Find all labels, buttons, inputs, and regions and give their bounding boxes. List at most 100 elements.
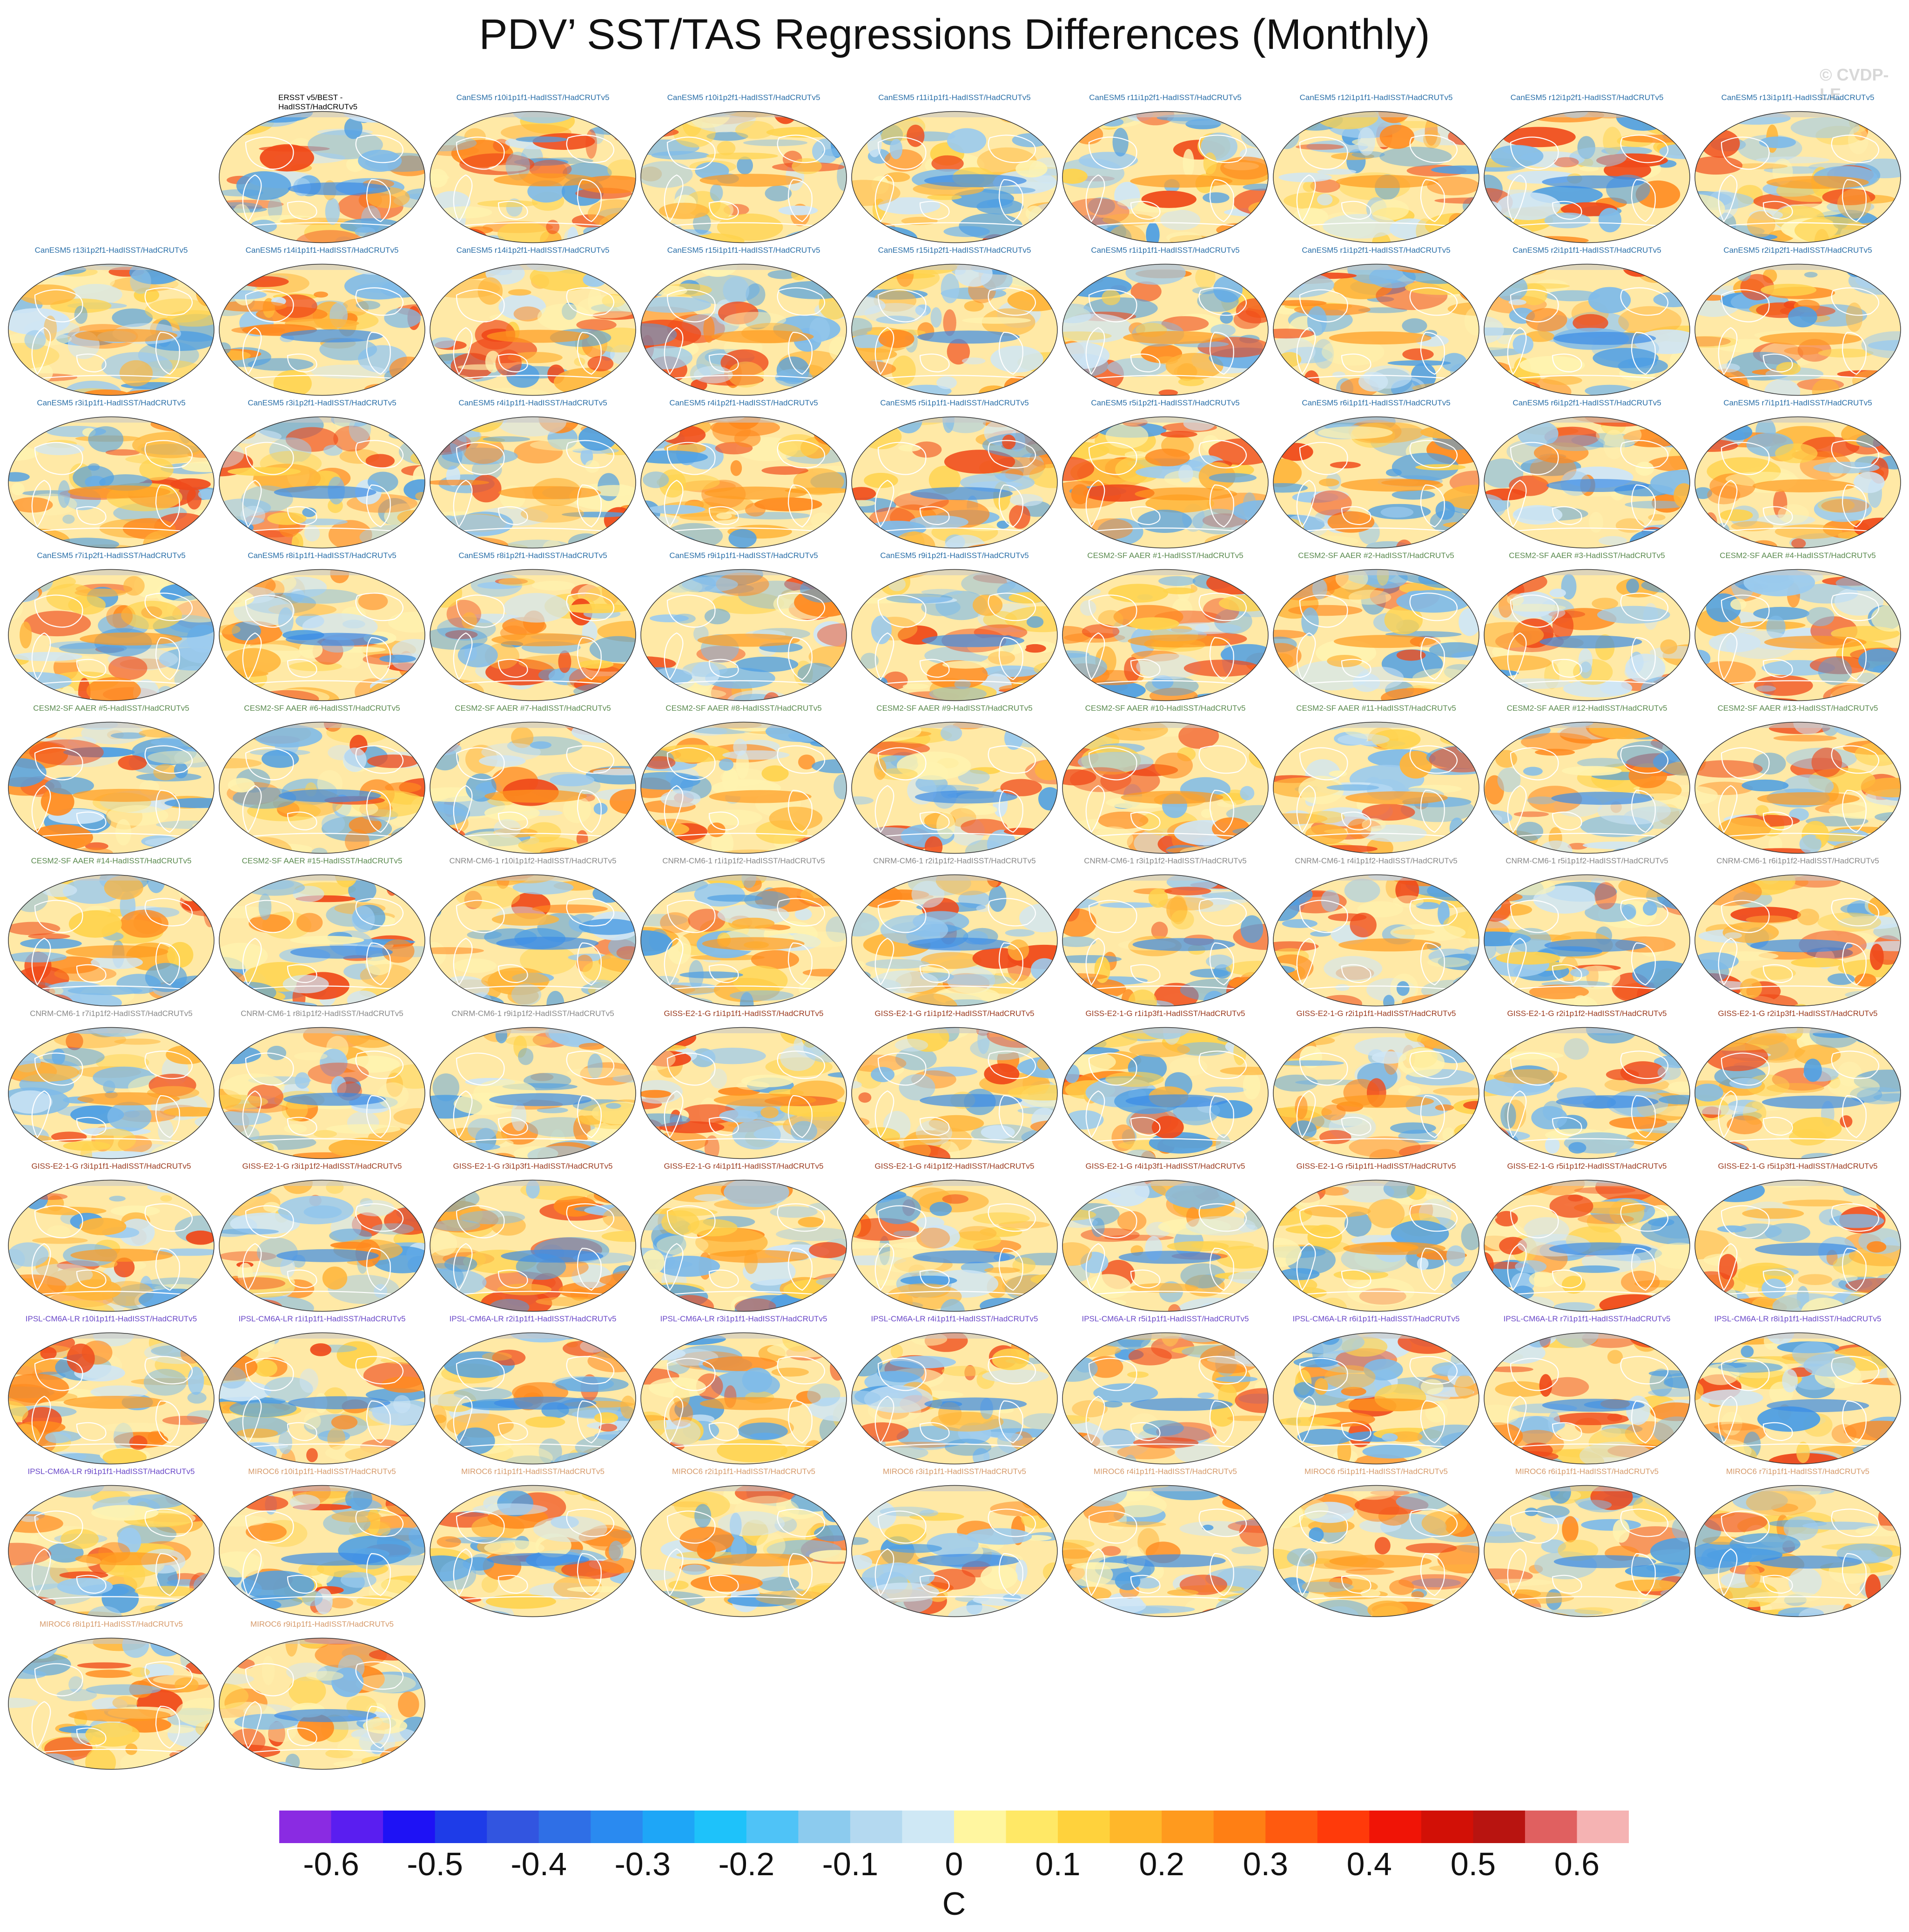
coastline: [456, 222, 611, 227]
coastline: [667, 527, 821, 532]
coastline: [1552, 1422, 1582, 1441]
coastline: [1552, 1117, 1582, 1136]
coastline: [1198, 745, 1247, 774]
map-panel: CanESM5 r5i1p1f1-HadISST/HadCRUTv5: [850, 398, 1059, 550]
coastline: [456, 289, 505, 323]
coastline: [777, 898, 826, 927]
map-outline: [1273, 1332, 1479, 1465]
coastline: [1510, 1138, 1665, 1143]
panel-title: MIROC6 r10i1p1f1-HadISST/HadCRUTv5: [248, 1467, 396, 1476]
coastline: [355, 1508, 404, 1537]
coastline: [1088, 1205, 1137, 1239]
map-outline: [430, 416, 636, 549]
map-outline: [1484, 569, 1690, 701]
coastline: [155, 1247, 180, 1291]
map-panel: IPSL-CM6A-LR r3i1p1f1-HadISST/HadCRUTv5: [639, 1314, 848, 1466]
map-panel: CanESM5 r2i1p2f1-HadISST/HadCRUTv5: [1694, 246, 1902, 397]
coastline: [708, 964, 739, 983]
regression-map: [1694, 1485, 1901, 1617]
coastline: [667, 1138, 821, 1143]
coastline: [664, 1090, 684, 1139]
colorbar-swatch: [538, 1811, 591, 1843]
map-outline: [219, 1027, 425, 1159]
panel-title: GISS-E2-1-G r1i1p3f1-HadISST/HadCRUTv5: [1085, 1009, 1245, 1018]
regression-map: [8, 1637, 215, 1770]
coastline: [245, 1510, 294, 1544]
coastline: [877, 1510, 927, 1544]
coastline: [1721, 136, 1770, 170]
coastline: [456, 375, 611, 380]
coastline: [878, 833, 1032, 838]
coastline: [1831, 440, 1880, 469]
map-panel: CanESM5 r15i1p2f1-HadISST/HadCRUTv5: [850, 246, 1059, 397]
coastline: [1831, 592, 1880, 621]
map-outline: [1694, 111, 1901, 243]
coastline: [878, 1443, 1032, 1448]
panel-title: MIROC6 r1i1p1f1-HadISST/HadCRUTv5: [461, 1467, 605, 1476]
colorbar-swatch: [1421, 1811, 1473, 1843]
coastline: [1198, 1508, 1247, 1537]
coastline: [1631, 637, 1656, 680]
map-panel: CNRM-CM6-1 r3i1p1f2-HadISST/HadCRUTv5: [1061, 856, 1270, 1008]
map-panel: ERSST v5/BEST - HadISST/HadCRUTv5: [218, 93, 426, 244]
coastline: [1842, 484, 1867, 528]
colorbar-swatch: [1525, 1811, 1578, 1843]
coastline: [1721, 985, 1875, 990]
coastline: [1718, 1243, 1738, 1292]
coastline: [878, 1138, 1032, 1143]
panel-title: CESM2-SF AAER #3-HadISST/HadCRUTv5: [1509, 551, 1665, 560]
coastline: [456, 1510, 505, 1544]
coastline: [877, 747, 927, 781]
coastline: [577, 179, 602, 222]
coastline: [144, 1661, 193, 1690]
coastline: [456, 1596, 611, 1601]
coastline: [1842, 1247, 1867, 1291]
regression-map: [1484, 416, 1690, 549]
coastline: [666, 442, 716, 475]
coastline: [1510, 442, 1559, 475]
coastline: [877, 1205, 927, 1239]
colorbar-swatch: [746, 1811, 799, 1843]
panel-title: CanESM5 r3i1p2f1-HadISST/HadCRUTv5: [248, 398, 397, 407]
coastline: [878, 985, 1032, 990]
coastline: [874, 479, 894, 528]
colorbar-tick-label: 0.4: [1346, 1846, 1392, 1882]
coastline: [34, 680, 189, 685]
coastline: [1198, 1356, 1247, 1385]
panel-title: CanESM5 r8i1p2f1-HadISST/HadCRUTv5: [458, 551, 607, 560]
map-panel: CNRM-CM6-1 r6i1p1f2-HadISST/HadCRUTv5: [1694, 856, 1902, 1008]
colorbar-tick-label: -0.5: [407, 1846, 463, 1882]
map-panel: CanESM5 r10i1p1f1-HadISST/HadCRUTv5: [429, 93, 637, 244]
regression-map: [1062, 721, 1269, 854]
map-panel: GISS-E2-1-G r5i1p1f2-HadISST/HadCRUTv5: [1483, 1162, 1691, 1313]
coastline: [919, 964, 950, 983]
coastline: [1620, 745, 1669, 774]
regression-map: [219, 569, 425, 701]
coastline: [1409, 592, 1458, 621]
coastline: [1085, 1243, 1105, 1292]
coastline: [287, 506, 317, 525]
coastline: [1409, 135, 1458, 163]
coastline: [1296, 1090, 1316, 1139]
map-panel: MIROC6 r3i1p1f1-HadISST/HadCRUTv5: [850, 1467, 1059, 1618]
map-panel: GISS-E2-1-G r4i1p1f1-HadISST/HadCRUTv5: [639, 1162, 848, 1313]
coastline: [1089, 1443, 1243, 1448]
coastline: [919, 1117, 950, 1136]
panel-title: CanESM5 r6i1p2f1-HadISST/HadCRUTv5: [1512, 398, 1661, 407]
coastline: [878, 680, 1032, 685]
coastline: [144, 1203, 193, 1232]
coastline: [1420, 1400, 1445, 1444]
panel-title: CanESM5 r2i1p1f1-HadISST/HadCRUTv5: [1512, 246, 1661, 255]
coastline: [245, 985, 400, 990]
coastline: [456, 442, 505, 475]
coastline: [144, 745, 193, 774]
regression-map: [1484, 1179, 1690, 1312]
colorbar-tick-label: 0.6: [1554, 1846, 1600, 1882]
panel-title: CanESM5 r10i1p2f1-HadISST/HadCRUTv5: [667, 93, 820, 102]
coastline: [456, 985, 611, 990]
map-outline: [1484, 1179, 1690, 1312]
colorbar-tick-label: -0.2: [718, 1846, 775, 1882]
map-outline: [219, 1637, 425, 1770]
map-panel: CESM2-SF AAER #6-HadISST/HadCRUTv5: [218, 704, 426, 855]
coastline: [245, 289, 294, 323]
